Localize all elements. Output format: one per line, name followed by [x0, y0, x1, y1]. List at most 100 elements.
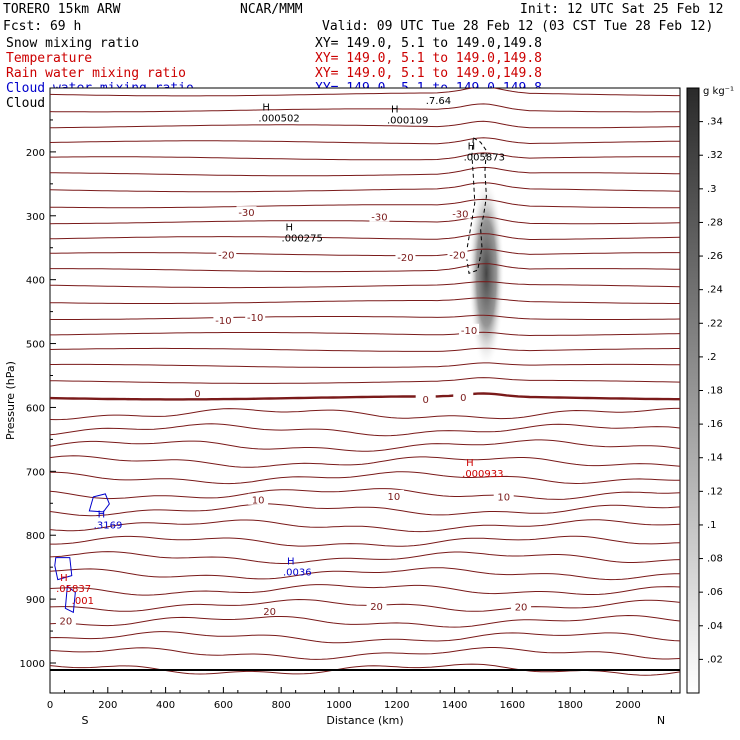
valid-time: Valid: 09 UTC Tue 28 Feb 12 (03 CST Tue …: [322, 19, 713, 34]
maximum-mark: H: [98, 509, 106, 520]
x-tick-label: 600: [214, 700, 233, 711]
isotherm: [50, 535, 680, 547]
isotherm: [50, 631, 680, 644]
isotherm: [50, 198, 680, 209]
x-axis-label: Distance (km): [326, 714, 403, 727]
maximum-mark: H: [286, 222, 294, 233]
colorbar-tick-label: .24: [707, 285, 723, 296]
isotherm-zero: [50, 392, 680, 401]
cloud-water-contour: [88, 493, 110, 513]
y-tick-label: 400: [26, 276, 45, 287]
temperature-label: 0: [194, 389, 200, 400]
temperature-label: 10: [497, 493, 510, 504]
colorbar-tick-label: .34: [707, 117, 723, 128]
south-label: S: [82, 714, 89, 727]
temperature-label: 10: [388, 492, 401, 503]
maximum-mark: H: [468, 141, 476, 152]
cloud-water-contours: [54, 493, 110, 614]
temperature-label-bg: [459, 323, 480, 335]
temperature-label-bg: [450, 207, 471, 219]
x-tick-label: 1000: [326, 700, 351, 711]
temperature-label: 0: [423, 395, 429, 406]
isotherm: [50, 263, 680, 273]
isotherm: [50, 248, 680, 257]
temperature-label-bg: [55, 614, 76, 626]
temperature-label-bg: [236, 206, 257, 218]
plot-frame: [49, 87, 681, 694]
temperature-label: 20: [515, 602, 528, 613]
y-axis: 200 300 400 500 600 700 800 900 1000: [20, 119, 56, 670]
isotherm: [50, 598, 680, 612]
temperature-contours: [50, 88, 680, 676]
maximum-value: .000275: [282, 233, 323, 244]
isotherm: [50, 614, 680, 628]
colorbar-tick-label: .32: [707, 150, 723, 161]
maximum-mark: H: [466, 458, 474, 469]
colorbar-tick-label: .1: [707, 520, 717, 531]
maximum-value: .0036: [283, 568, 312, 579]
temperature-label-bg: [366, 599, 387, 611]
init-time: Init: 12 UTC Sat 25 Feb 12: [520, 2, 724, 17]
isotherm: [50, 567, 680, 581]
colorbar-unit: g kg⁻¹: [703, 86, 734, 97]
temperature-label: -30: [371, 213, 387, 224]
isotherm: [50, 314, 680, 320]
temperature-label-bg: [369, 210, 390, 222]
isotherm: [50, 347, 680, 352]
colorbar-tick-label: .2: [707, 352, 717, 363]
isotherm: [50, 297, 680, 304]
x-tick-label: 1600: [500, 700, 525, 711]
temperature-label-bg: [447, 248, 468, 260]
colorbar-tick-label: .22: [707, 318, 723, 329]
x-tick-label: 0: [47, 700, 53, 711]
maximum-value: .05837: [56, 584, 91, 595]
y-tick-label: 700: [26, 467, 45, 478]
isotherm: [50, 281, 680, 289]
isotherm: [50, 166, 680, 177]
snow-contour-dashed: [465, 136, 487, 274]
temperature-label: -20: [449, 250, 465, 261]
isotherm: [50, 488, 680, 500]
temperature-label-bg: [453, 390, 474, 402]
isotherm: [50, 137, 680, 145]
x-tick-label: 400: [156, 700, 175, 711]
temperature-label-bg: [511, 600, 532, 612]
x-tick-label: 2000: [615, 700, 640, 711]
temperature-label-bg: [245, 311, 266, 322]
isotherm: [50, 216, 680, 225]
isotherm: [50, 519, 680, 533]
x-tick-label: 1800: [557, 700, 582, 711]
isotherm: [50, 455, 680, 468]
maxima-labels: H.000502H.000109H.005873H.000275H.000933…: [56, 102, 505, 595]
field-coords: XY= 149.0, 5.1 to 149.0,149.8: [315, 36, 542, 51]
isotherm: [50, 503, 680, 517]
temperature-label: 10: [252, 496, 265, 507]
isotherm: [50, 471, 680, 485]
x-axis: 0 200 400 600 800 1000 1200 1400 1600 1800 2000: [47, 687, 672, 711]
isotherm: [50, 647, 680, 660]
x-tick-label: 1400: [442, 700, 467, 711]
model-title: TORERO 15km ARW: [3, 2, 121, 17]
y-tick-label: 900: [26, 595, 45, 606]
colorbar-tick-label: .14: [707, 453, 723, 464]
plot-area: -30 -30 -30 -20 -20 -20 -10 -10 -10 0 0 0 10 10 10 20 20…: [49, 87, 681, 694]
colorbar-tick-label: .26: [707, 251, 723, 262]
temperature-label-bg: [395, 250, 416, 262]
y-tick-label: 1000: [20, 659, 45, 670]
colorbar-tick-label: .06: [707, 587, 723, 598]
temperature-labels: -30 -30 -30 -20 -20 -20 -10 -10 -10 0 0 0 10 10 10 20 20…: [55, 206, 532, 627]
x-tick-label: 800: [272, 700, 291, 711]
field-name: Temperature: [6, 51, 92, 66]
organization-label: NCAR/MMM: [240, 2, 303, 17]
temperature-label: -20: [397, 253, 413, 264]
temperature-label: 20: [263, 607, 276, 618]
isotherm: [50, 584, 680, 596]
maximum-value: .005873: [464, 152, 505, 163]
temperature-label: 20: [370, 602, 383, 613]
maximum-mark: H: [391, 104, 399, 115]
maximum-value: .000109: [387, 115, 428, 126]
temperature-label: -10: [461, 326, 477, 337]
field-coords: XY= 149.0, 5.1 to 149.0,149.8: [315, 51, 542, 66]
temperature-label: -10: [247, 313, 263, 324]
